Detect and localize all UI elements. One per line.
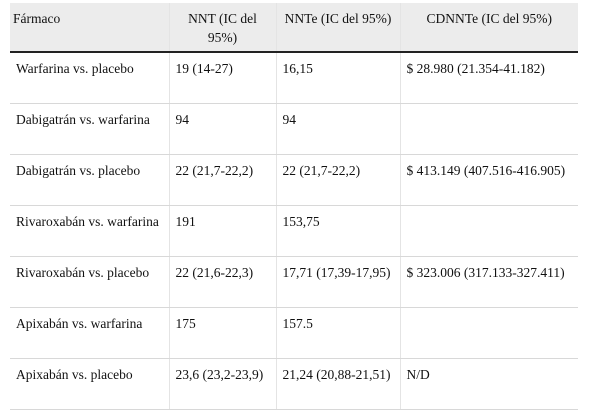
cell-drug: Dabigatrán vs. placebo	[10, 154, 169, 206]
table-row: Apixabán vs. warfarina 175 157.5	[10, 307, 578, 359]
table-row: Dabigatrán vs. placebo 22 (21,7-22,2) 22…	[10, 154, 578, 206]
cell-nnte: 22 (21,7-22,2)	[275, 154, 400, 206]
cell-nnt: 22 (21,7-22,2)	[168, 154, 276, 206]
header-cell-cdnnte: CDNNTe (IC del 95%)	[399, 3, 578, 53]
cell-cdnnte: N/D	[399, 358, 578, 410]
table-row: Dabigatrán vs. warfarina 94 94	[10, 103, 578, 155]
cell-cdnnte	[399, 205, 578, 257]
cell-drug: Apixabán vs. placebo	[10, 358, 169, 410]
cell-nnte: 94	[275, 103, 400, 155]
cell-drug: Rivaroxabán vs. warfarina	[10, 205, 169, 257]
header-cell-nnt: NNT (IC del 95%)	[168, 3, 276, 53]
cell-cdnnte	[399, 103, 578, 155]
header-cell-drug: Fármaco	[10, 3, 169, 53]
table-row: Warfarina vs. placebo 19 (14-27) 16,15 $…	[10, 52, 578, 104]
cell-drug: Rivaroxabán vs. placebo	[10, 256, 169, 308]
cell-nnte: 157.5	[275, 307, 400, 359]
table-row: Rivaroxabán vs. placebo 22 (21,6-22,3) 1…	[10, 256, 578, 308]
cell-cdnnte: $ 323.006 (317.133-327.411)	[399, 256, 578, 308]
cell-drug: Dabigatrán vs. warfarina	[10, 103, 169, 155]
data-table-container: Fármaco NNT (IC del 95%) NNTe (IC del 95…	[10, 3, 578, 410]
table-row: Apixabán vs. placebo 23,6 (23,2-23,9) 21…	[10, 358, 578, 410]
cell-cdnnte	[399, 307, 578, 359]
cell-drug: Warfarina vs. placebo	[10, 52, 169, 104]
table-header: Fármaco NNT (IC del 95%) NNTe (IC del 95…	[10, 3, 578, 53]
cell-nnt: 19 (14-27)	[168, 52, 276, 104]
cell-nnte: 153,75	[275, 205, 400, 257]
cell-nnt: 175	[168, 307, 276, 359]
cell-nnte: 21,24 (20,88-21,51)	[275, 358, 400, 410]
cell-nnt: 22 (21,6-22,3)	[168, 256, 276, 308]
header-cell-nnte: NNTe (IC del 95%)	[275, 3, 400, 53]
cell-nnt: 23,6 (23,2-23,9)	[168, 358, 276, 410]
cell-nnte: 16,15	[275, 52, 400, 104]
cell-drug: Apixabán vs. warfarina	[10, 307, 169, 359]
cell-cdnnte: $ 413.149 (407.516-416.905)	[399, 154, 578, 206]
table-row: Rivaroxabán vs. warfarina 191 153,75	[10, 205, 578, 257]
cell-nnt: 191	[168, 205, 276, 257]
cell-cdnnte: $ 28.980 (21.354-41.182)	[399, 52, 578, 104]
table-body: Warfarina vs. placebo 19 (14-27) 16,15 $…	[10, 52, 578, 410]
header-row: Fármaco NNT (IC del 95%) NNTe (IC del 95…	[10, 3, 578, 53]
drug-comparison-table: Fármaco NNT (IC del 95%) NNTe (IC del 95…	[10, 3, 578, 410]
cell-nnt: 94	[168, 103, 276, 155]
cell-nnte: 17,71 (17,39-17,95)	[275, 256, 400, 308]
